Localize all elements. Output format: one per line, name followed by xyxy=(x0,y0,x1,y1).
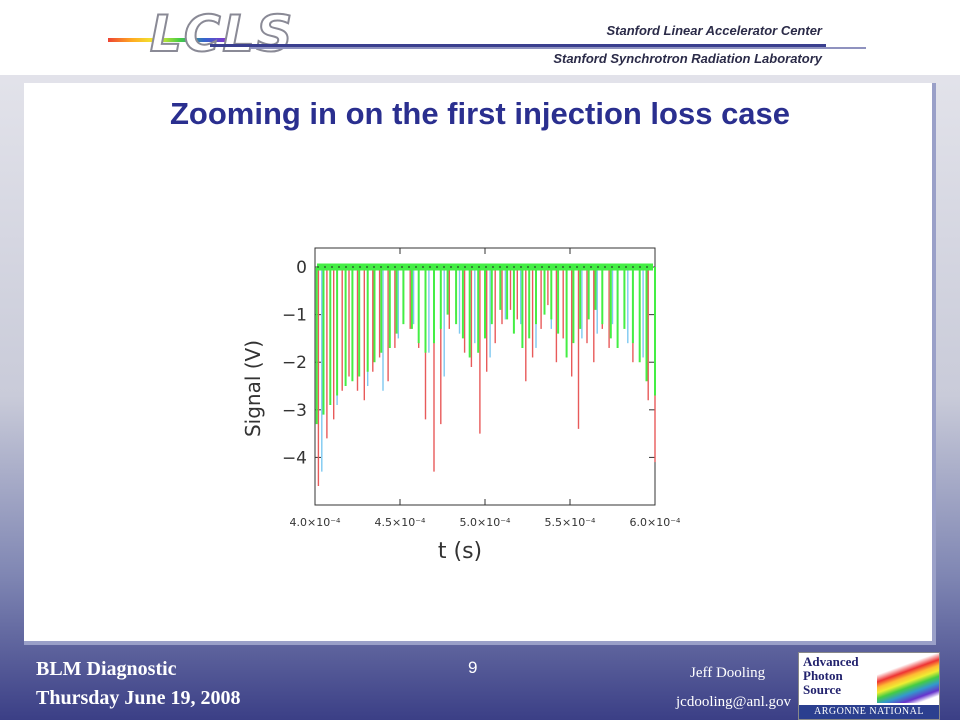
aps-logo-line3: Source xyxy=(803,682,842,697)
aps-rainbow-icon xyxy=(877,653,939,703)
logo-rainbow-stripe xyxy=(108,38,228,42)
org-name-ssrl: Stanford Synchrotron Radiation Laborator… xyxy=(553,51,822,66)
header-rule-secondary xyxy=(250,47,866,49)
slide-header: LCLS Stanford Linear Accelerator Center … xyxy=(0,0,960,75)
y-tick-label: −2 xyxy=(282,353,307,373)
y-tick-label: 0 xyxy=(296,258,307,278)
footer-date: Thursday June 19, 2008 xyxy=(36,687,241,709)
x-tick-label: 4.5×10⁻⁴ xyxy=(375,516,427,529)
aps-logo-line2: Photon xyxy=(803,668,843,683)
footer-topic: BLM Diagnostic xyxy=(36,658,177,680)
aps-logo: Advanced Photon Source ARGONNE NATIONAL … xyxy=(798,652,940,720)
aps-logo-line1: Advanced xyxy=(803,654,859,669)
y-tick-label: −3 xyxy=(282,401,307,421)
x-axis-label: t (s) xyxy=(438,539,482,564)
x-tick-label: 4.0×10⁻⁴ xyxy=(290,516,342,529)
author-name: Jeff Dooling xyxy=(690,665,766,681)
y-axis-label: Signal (V) xyxy=(241,340,265,437)
signal-chart: 0 −1 −2 −3 −4 4.0×10⁻⁴ 4.5×10⁻⁴ 5.0×10⁻⁴ 5.5×10⁻… xyxy=(241,247,680,564)
aps-logo-bar: ARGONNE NATIONAL LABORATORY xyxy=(799,705,939,719)
x-tick-label: 6.0×10⁻⁴ xyxy=(630,516,680,529)
lcls-logo: LCLS xyxy=(149,5,295,63)
page-number: 9 xyxy=(468,658,478,677)
x-tick-label: 5.5×10⁻⁴ xyxy=(545,516,597,529)
header-rule xyxy=(210,44,826,47)
green-series xyxy=(315,267,656,425)
author-email: jcdooling@anl.gov xyxy=(676,694,792,710)
org-name-slac: Stanford Linear Accelerator Center xyxy=(606,23,822,38)
x-tick-label: 5.0×10⁻⁴ xyxy=(460,516,512,529)
slide-title: Zooming in on the first injection loss c… xyxy=(169,96,791,131)
y-tick-label: −1 xyxy=(282,306,307,326)
y-tick-label: −4 xyxy=(282,448,307,468)
